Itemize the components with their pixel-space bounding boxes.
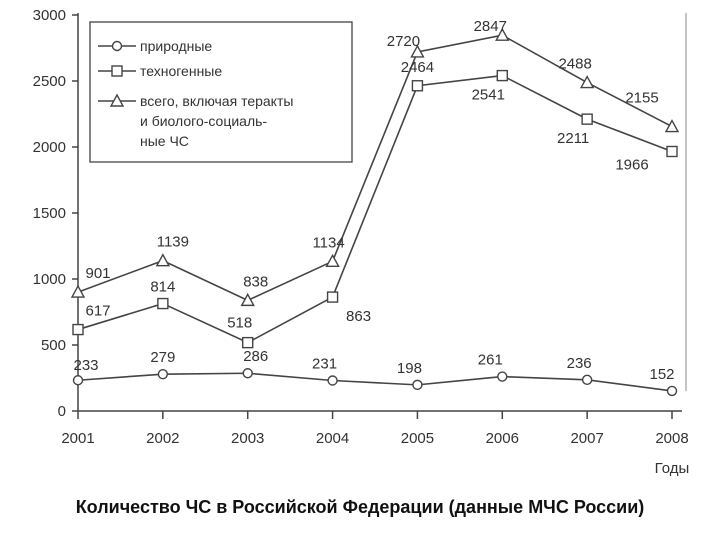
- data-point: [666, 385, 678, 397]
- data-point: [411, 80, 424, 92]
- series-line: [77, 74, 673, 344]
- data-label: 2541: [472, 87, 505, 104]
- legend: природные техногенные всего, включая терак…: [89, 21, 353, 163]
- data-point: [72, 375, 84, 386]
- data-label: 838: [243, 273, 268, 290]
- data-point: [412, 379, 423, 391]
- data-label: 236: [567, 355, 592, 372]
- legend-marker: [111, 65, 123, 77]
- legend-label: техногенные: [140, 63, 222, 79]
- legend-label: ные ЧС: [140, 133, 189, 149]
- data-label: 233: [73, 357, 98, 374]
- data-point: [325, 253, 340, 268]
- data-point: [157, 297, 169, 310]
- data-point: [581, 374, 593, 386]
- chart-caption: Количество ЧС в Российской Федерации (да…: [75, 497, 645, 517]
- legend-label: природные: [140, 38, 212, 54]
- series-line: [77, 34, 673, 302]
- y-tick-label: 3000: [33, 7, 66, 24]
- x-tick-label: 2003: [231, 430, 264, 447]
- series-line: [77, 372, 673, 392]
- data-point: [579, 75, 595, 89]
- line-chart: 0 500 1000 1500 2000 2500 3000 2001 2002 2003 2004…: [33, 7, 690, 477]
- data-label: 261: [478, 352, 503, 369]
- data-point: [157, 368, 169, 380]
- data-label: 2847: [474, 18, 507, 35]
- x-tick-label: 2005: [401, 430, 434, 447]
- x-tick-label: 2006: [486, 430, 519, 447]
- data-label: 518: [227, 315, 252, 332]
- series-triangle: [70, 27, 680, 307]
- data-label: 1139: [157, 234, 189, 251]
- y-tick-label: 2000: [33, 139, 66, 156]
- data-label: 2211: [557, 130, 589, 147]
- y-tick-label: 1000: [33, 271, 66, 288]
- y-tick-label: 0: [58, 403, 66, 420]
- y-tick-label: 1500: [33, 205, 66, 222]
- series-circle: [72, 368, 678, 397]
- data-point: [72, 323, 84, 336]
- x-axis-title: Годы: [655, 460, 690, 477]
- data-point: [242, 336, 254, 349]
- data-label: 901: [85, 265, 110, 282]
- data-point: [70, 284, 86, 298]
- data-label: 152: [649, 366, 674, 383]
- y-tick-label: 500: [41, 337, 66, 354]
- data-point: [664, 119, 680, 133]
- data-label: 231: [312, 356, 337, 373]
- data-label: 286: [243, 348, 268, 365]
- x-tick-label: 2004: [316, 430, 349, 447]
- series-square: [72, 69, 678, 349]
- data-point: [242, 368, 253, 379]
- legend-marker: [111, 40, 123, 52]
- data-label: 863: [346, 308, 371, 325]
- axes: 0 500 1000 1500 2000 2500 3000 2001 2002 2003 2004…: [33, 7, 690, 477]
- legend-box: [89, 21, 353, 163]
- legend-label: всего, включая теракты: [140, 93, 293, 109]
- y-tick-label: 2500: [33, 73, 66, 90]
- data-point: [327, 375, 338, 386]
- data-point: [155, 253, 171, 267]
- data-point: [495, 27, 510, 41]
- data-point: [240, 292, 255, 307]
- series-layer: [70, 27, 680, 397]
- legend-label: и биолого-социаль-: [140, 113, 267, 129]
- data-label: 198: [397, 360, 422, 377]
- data-label: 2464: [401, 59, 434, 76]
- data-point: [410, 44, 425, 58]
- data-label: 1134: [312, 234, 344, 251]
- data-label: 1966: [615, 156, 648, 173]
- x-tick-label: 2001: [61, 430, 94, 447]
- data-label: 814: [150, 279, 175, 296]
- x-tick-label: 2002: [146, 430, 179, 447]
- data-point: [497, 371, 508, 382]
- data-point: [496, 69, 508, 82]
- data-labels: 233 279 286 231 198 261 236 152 617 814 518 863 2464…: [73, 18, 674, 383]
- data-label: 2155: [625, 90, 658, 107]
- data-point: [581, 113, 593, 125]
- data-label: 2720: [387, 33, 420, 50]
- data-point: [326, 291, 339, 303]
- x-tick-label: 2007: [570, 430, 603, 447]
- data-label: 617: [85, 303, 110, 320]
- x-tick-label: 2008: [655, 430, 688, 447]
- data-label: 279: [150, 349, 175, 366]
- data-point: [666, 145, 678, 158]
- legend-marker: [109, 93, 125, 107]
- data-label: 2488: [558, 56, 591, 73]
